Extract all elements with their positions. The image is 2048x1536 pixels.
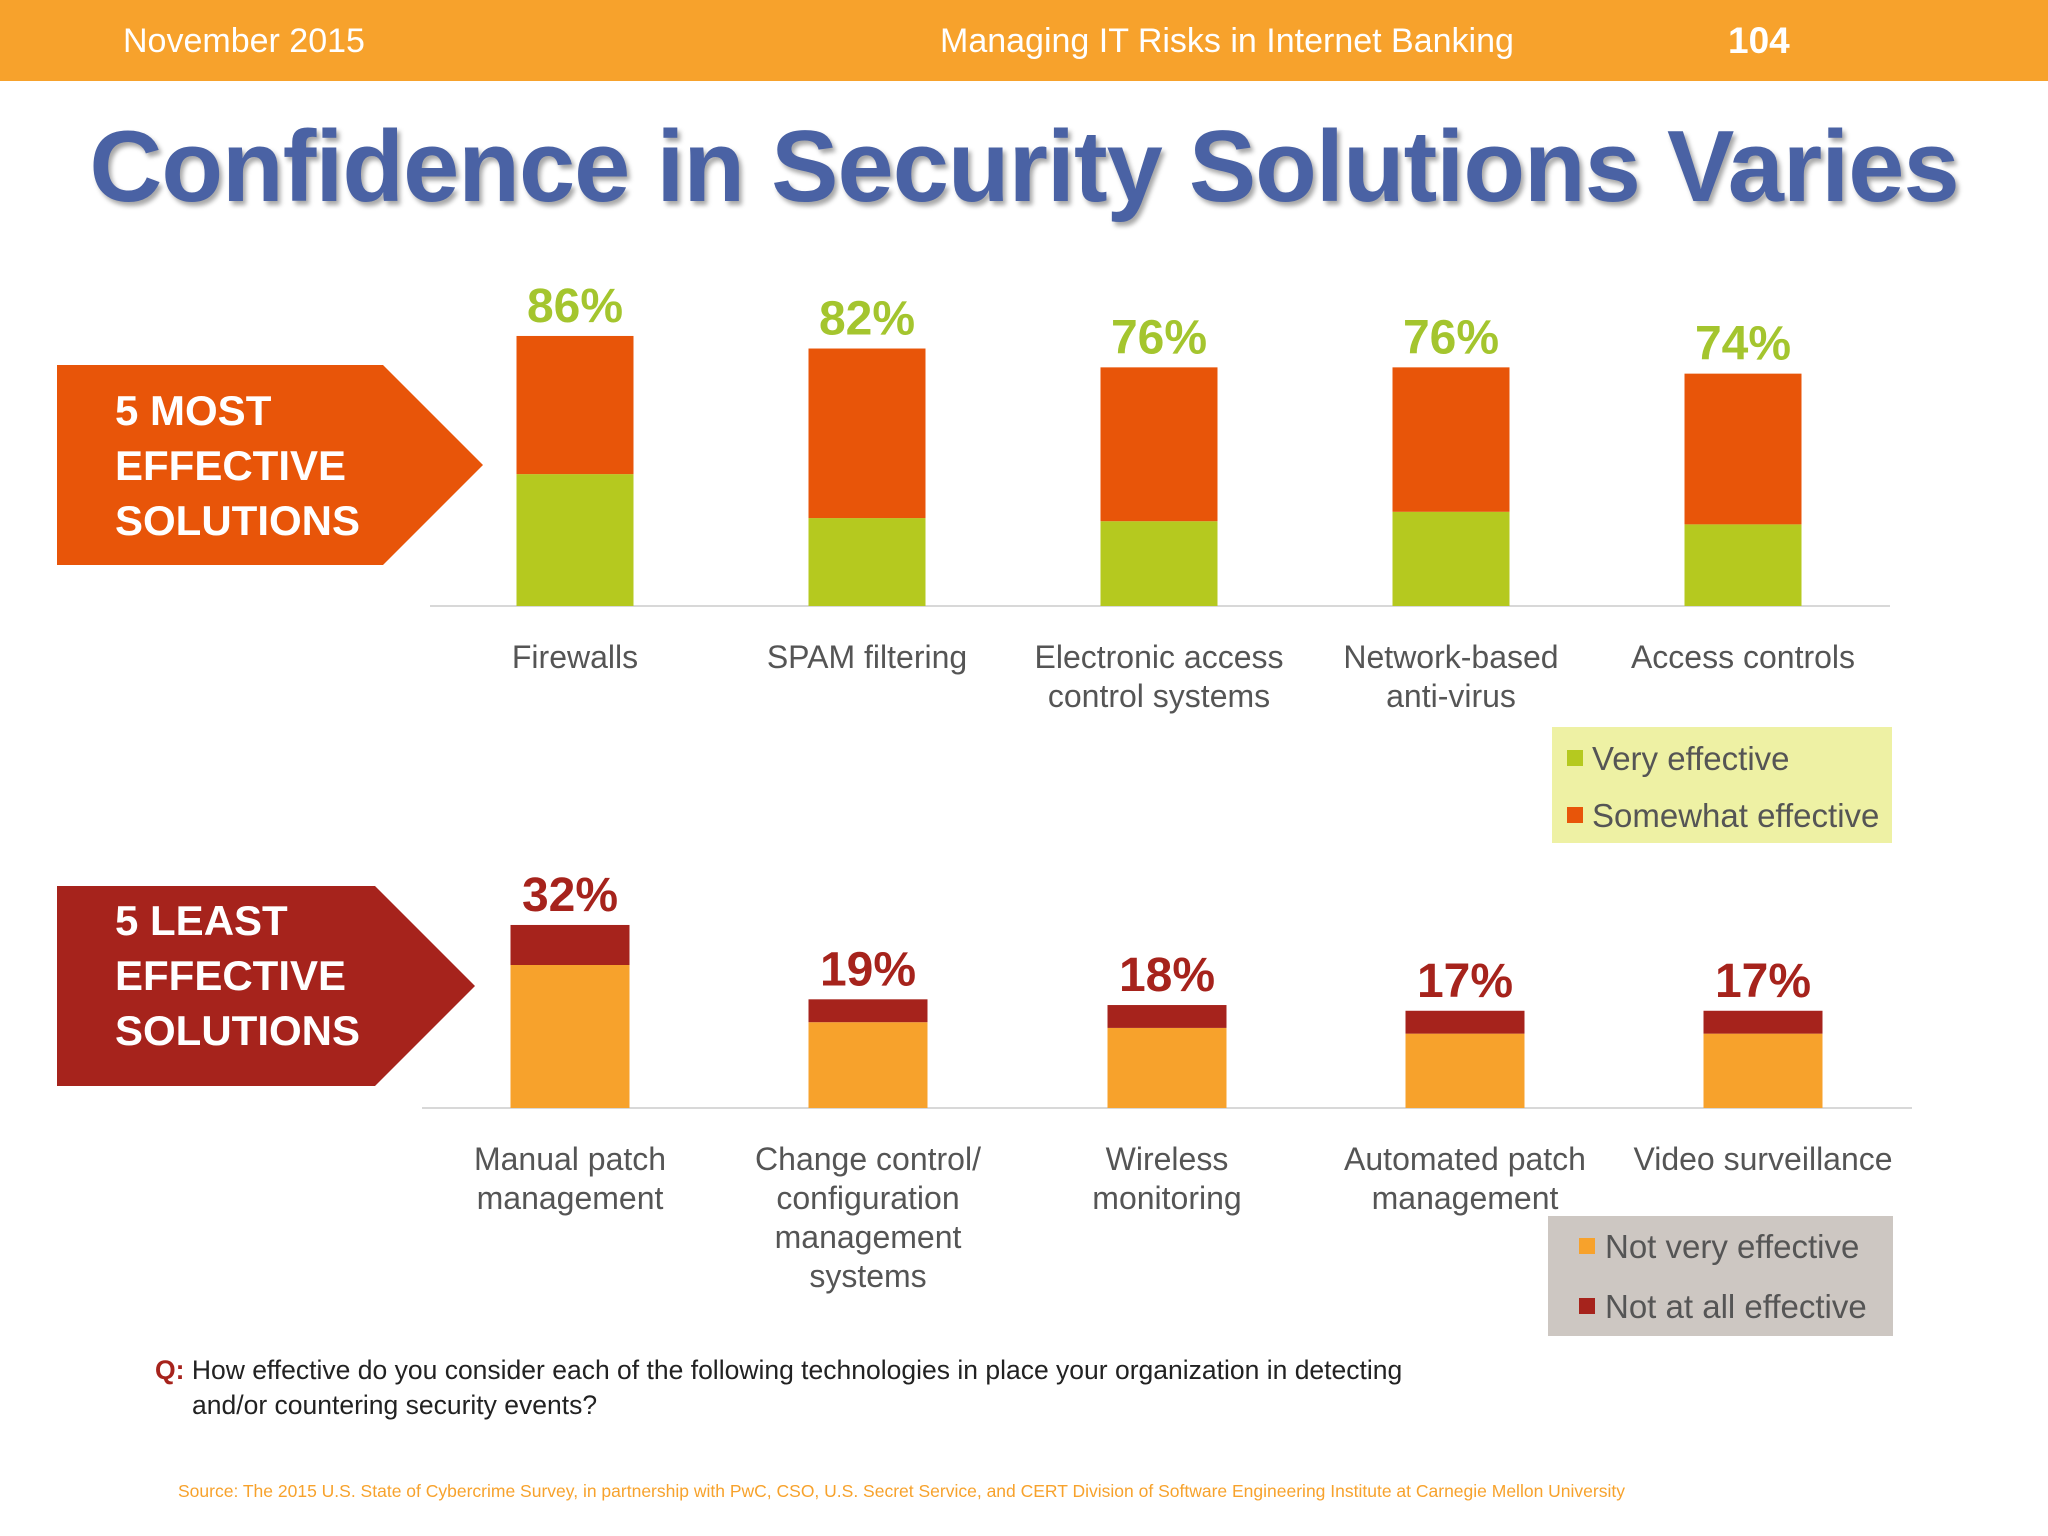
bottom-category-label: configuration bbox=[776, 1180, 959, 1216]
bottom-category-label: Video surveillance bbox=[1633, 1141, 1892, 1177]
top-category-label: Access controls bbox=[1631, 639, 1855, 675]
top-bar-upper-segment bbox=[1100, 367, 1218, 522]
slide-title: Confidence in Security Solutions Varies bbox=[89, 111, 1959, 223]
top-bar-lower-segment bbox=[1684, 524, 1802, 606]
bottom-category-label: management bbox=[477, 1180, 664, 1216]
bottom-bar-total-label: 19% bbox=[820, 943, 916, 996]
bottom-bar-upper-segment bbox=[808, 999, 928, 1023]
question-label: Q: bbox=[155, 1355, 185, 1385]
top-legend-swatch bbox=[1567, 750, 1583, 766]
top-bar-upper-segment bbox=[516, 335, 634, 475]
bottom-category-label: monitoring bbox=[1092, 1180, 1241, 1216]
top-group-arrow bbox=[57, 365, 483, 565]
bottom-bar-lower-segment bbox=[1703, 1033, 1823, 1108]
bottom-bar-total-label: 18% bbox=[1119, 949, 1215, 1002]
top-category-label: Firewalls bbox=[512, 639, 638, 675]
survey-question: Q: How effective do you consider each of… bbox=[155, 1353, 1555, 1423]
top-bar-lower-segment bbox=[1392, 511, 1510, 606]
bottom-bar-lower-segment bbox=[510, 965, 630, 1108]
bottom-group-arrow bbox=[57, 886, 475, 1086]
header-bar: November 2015 Managing IT Risks in Inter… bbox=[0, 0, 2048, 81]
top-legend-label: Somewhat effective bbox=[1592, 797, 1879, 834]
bottom-legend-box bbox=[1548, 1216, 1893, 1336]
top-legend-label: Very effective bbox=[1592, 740, 1790, 777]
top-category-label: Network-based bbox=[1343, 639, 1558, 675]
bottom-legend-swatch bbox=[1579, 1298, 1595, 1314]
bottom-bar-lower-segment bbox=[1405, 1033, 1525, 1108]
bottom-bar-total-label: 17% bbox=[1715, 955, 1811, 1008]
top-legend-box bbox=[1552, 727, 1892, 843]
bottom-bar-total-label: 32% bbox=[522, 869, 618, 922]
bottom-category-label: Wireless bbox=[1106, 1141, 1229, 1177]
top-category-label: Electronic access bbox=[1035, 639, 1284, 675]
bottom-bar-upper-segment bbox=[510, 924, 630, 965]
top-bar-upper-segment bbox=[1392, 367, 1510, 512]
top-bar-upper-segment bbox=[1684, 373, 1802, 525]
top-bar-total-label: 82% bbox=[819, 293, 915, 346]
top-category-label: anti-virus bbox=[1386, 678, 1516, 714]
bottom-group-label-line: SOLUTIONS bbox=[115, 1007, 360, 1054]
bottom-bar-upper-segment bbox=[1405, 1010, 1525, 1034]
top-group-label-line: SOLUTIONS bbox=[115, 497, 360, 544]
bottom-category-label: management bbox=[1372, 1180, 1559, 1216]
top-bar-lower-segment bbox=[1100, 521, 1218, 606]
bottom-bar-upper-segment bbox=[1703, 1010, 1823, 1034]
question-line-1: How effective do you consider each of th… bbox=[191, 1355, 1403, 1385]
top-group-label-line: EFFECTIVE bbox=[115, 442, 346, 489]
bottom-bar-lower-segment bbox=[1107, 1027, 1227, 1108]
top-group-label-line: 5 MOST bbox=[115, 387, 272, 434]
bottom-legend-label: Not very effective bbox=[1605, 1228, 1859, 1265]
header-deck-title: Managing IT Risks in Internet Banking bbox=[940, 22, 1514, 60]
top-bar-upper-segment bbox=[808, 348, 926, 519]
top-category-label: SPAM filtering bbox=[767, 639, 967, 675]
bottom-group-label-line: EFFECTIVE bbox=[115, 952, 346, 999]
top-bar-lower-segment bbox=[516, 474, 634, 606]
top-category-label: control systems bbox=[1048, 678, 1270, 714]
bottom-legend-label: Not at all effective bbox=[1605, 1288, 1867, 1325]
bottom-bar-upper-segment bbox=[1107, 1005, 1227, 1028]
page-number: 104 bbox=[1728, 20, 1790, 61]
source-note: Source: The 2015 U.S. State of Cybercrim… bbox=[178, 1481, 1625, 1501]
question-line-2: and/or countering security events? bbox=[192, 1390, 598, 1420]
top-bar-total-label: 86% bbox=[527, 280, 623, 333]
bottom-legend-swatch bbox=[1579, 1238, 1595, 1254]
bottom-bar-lower-segment bbox=[808, 1022, 928, 1108]
header-date: November 2015 bbox=[123, 22, 365, 60]
bottom-bar-total-label: 17% bbox=[1417, 955, 1513, 1008]
bottom-category-label: systems bbox=[809, 1258, 926, 1294]
bottom-category-label: Change control/ bbox=[755, 1141, 981, 1177]
top-bar-lower-segment bbox=[808, 518, 926, 606]
bottom-category-label: Automated patch bbox=[1344, 1141, 1586, 1177]
bottom-category-label: Manual patch bbox=[474, 1141, 666, 1177]
top-bar-total-label: 76% bbox=[1111, 311, 1207, 364]
top-bar-total-label: 76% bbox=[1403, 311, 1499, 364]
bottom-category-label: management bbox=[775, 1219, 962, 1255]
top-bar-total-label: 74% bbox=[1695, 318, 1791, 371]
top-legend-swatch bbox=[1567, 807, 1583, 823]
bottom-group-label-line: 5 LEAST bbox=[115, 897, 288, 944]
